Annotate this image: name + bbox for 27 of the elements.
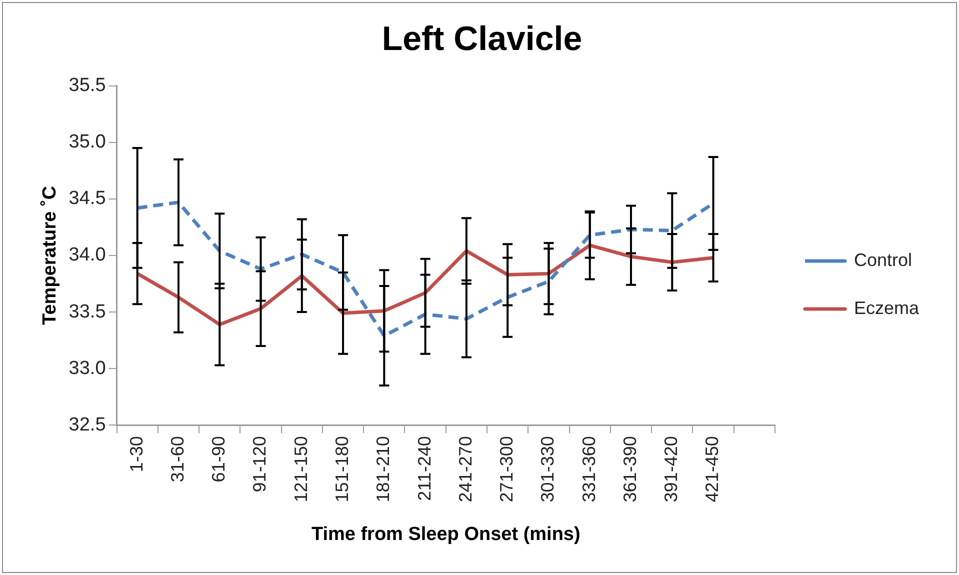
y-tick-label: 34.5 bbox=[68, 188, 106, 210]
x-tick-label: 271-300 bbox=[496, 436, 517, 502]
x-tick-label: 391-420 bbox=[661, 436, 682, 502]
x-tick-label: 211-240 bbox=[414, 436, 434, 501]
y-tick-label: 32.5 bbox=[68, 414, 106, 436]
x-tick-label: 31-60 bbox=[167, 436, 188, 482]
x-tick-label: 181-210 bbox=[373, 436, 394, 502]
x-tick-label: 331-360 bbox=[578, 436, 599, 502]
x-tick-label: 421-450 bbox=[702, 436, 722, 502]
x-tick-label: 241-270 bbox=[455, 436, 476, 502]
x-tick-label: 61-90 bbox=[208, 436, 229, 482]
y-tick-label: 35.5 bbox=[68, 75, 106, 96]
legend-label: Control bbox=[854, 250, 912, 270]
x-tick-label: 151-180 bbox=[332, 436, 352, 502]
legend-label: Eczema bbox=[854, 298, 920, 318]
x-tick-label: 91-120 bbox=[250, 436, 270, 492]
x-tick-label: 361-390 bbox=[620, 436, 640, 502]
y-tick-label: 33.0 bbox=[68, 358, 106, 379]
x-axis-title: Time from Sleep Onset (mins) bbox=[311, 524, 580, 545]
x-tick-label: 121-150 bbox=[290, 436, 311, 502]
y-tick-label: 34.0 bbox=[68, 244, 106, 266]
x-tick-label: 301-330 bbox=[538, 436, 558, 502]
y-tick-label: 33.5 bbox=[68, 301, 106, 322]
y-axis-title: Temperature ˚C bbox=[40, 186, 61, 325]
x-tick-label: 1-30 bbox=[126, 436, 146, 472]
y-tick-label: 35.0 bbox=[68, 132, 106, 153]
chart-title: Left Clavicle bbox=[382, 20, 582, 58]
